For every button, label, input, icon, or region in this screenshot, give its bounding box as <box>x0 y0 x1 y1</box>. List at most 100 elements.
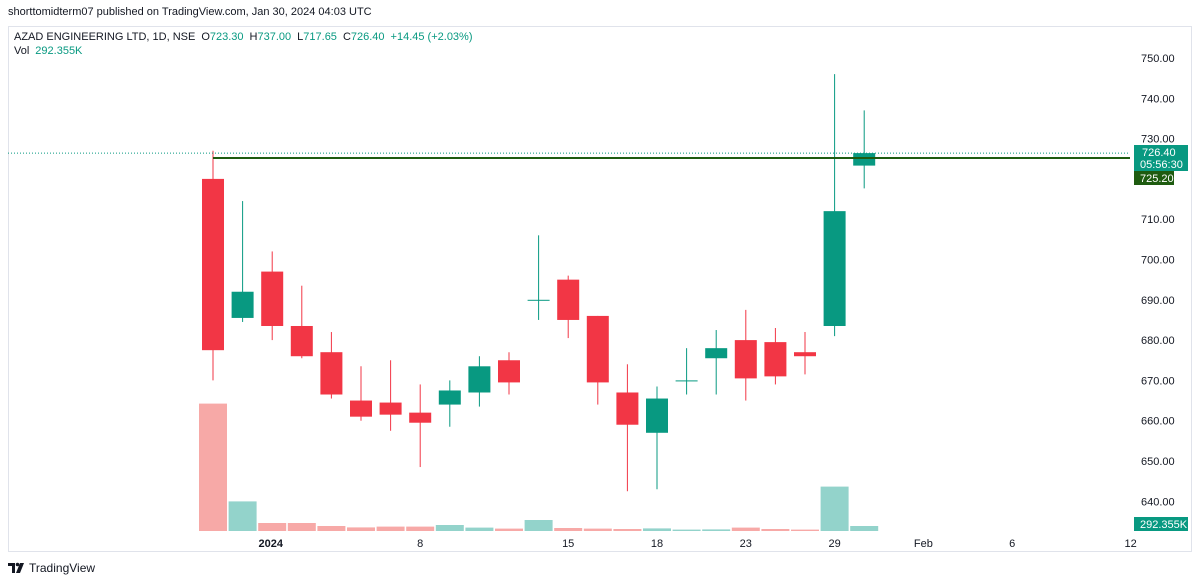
price-axis-tick: 640.00 <box>1141 496 1175 508</box>
volume-bar <box>702 529 731 531</box>
tradingview-logo-icon <box>8 562 24 573</box>
volume-bar <box>554 528 583 531</box>
volume-bar <box>761 529 790 531</box>
candle-body <box>320 352 343 395</box>
price-axis-tick: 710.00 <box>1141 214 1175 226</box>
chart-frame[interactable] <box>8 26 1192 552</box>
volume-bar <box>228 501 257 531</box>
volume-bar <box>643 528 671 531</box>
high-value: 737.00 <box>257 31 292 43</box>
volume-bar <box>672 529 701 531</box>
high-label: H <box>249 31 258 43</box>
close-label: C <box>342 31 351 43</box>
candle-body <box>290 325 313 357</box>
price-axis-tick: 680.00 <box>1141 335 1175 347</box>
publish-caption: shorttomidterm07 published on TradingVie… <box>8 6 372 18</box>
volume-bar <box>317 526 346 531</box>
volume-bar <box>524 520 553 531</box>
candle-body <box>586 315 609 383</box>
candle-body <box>468 366 491 393</box>
time-axis-tick: 29 <box>828 538 840 550</box>
volume-bar <box>465 527 494 531</box>
price-tags: 726.40 05:56:30 725.20 292.355K <box>1134 145 1188 531</box>
time-axis-tick: Feb <box>914 538 933 550</box>
candle-body <box>794 352 816 357</box>
volume-bar <box>258 523 287 531</box>
time-axis-tick: 12 <box>1124 538 1136 550</box>
candle-body <box>379 402 402 415</box>
candle-body <box>498 360 520 383</box>
low-value: 717.65 <box>303 31 337 43</box>
volume-bar <box>287 523 316 531</box>
last-price-tag-bg <box>1134 145 1188 171</box>
volume-value: 292.355K <box>35 45 83 57</box>
low-label: L <box>297 31 304 43</box>
volume-bar <box>347 527 375 531</box>
hline-price-tag-bg <box>1134 171 1174 185</box>
price-axis-tick: 730.00 <box>1141 134 1175 146</box>
price-axis-tick: 670.00 <box>1141 375 1175 387</box>
symbol-label[interactable]: AZAD ENGINEERING LTD, 1D, NSE <box>14 31 196 43</box>
price-axis-tick: 740.00 <box>1141 93 1175 105</box>
time-axis[interactable]: 2024 8 15 18 23 29 Feb 6 12 <box>258 538 1136 550</box>
candle-body <box>409 412 432 423</box>
volume-bar <box>583 528 612 531</box>
volume-bars <box>199 403 879 531</box>
candle-body <box>705 348 728 359</box>
candle-body <box>438 390 461 405</box>
volume-row: Vol 292.355K <box>14 44 473 58</box>
last-price-tag: 726.40 <box>1142 147 1176 159</box>
candle-body <box>261 271 284 326</box>
price-axis-tick: 660.00 <box>1141 416 1175 428</box>
volume-bar <box>435 525 464 531</box>
volume-bar <box>495 528 523 531</box>
ohlc-row: AZAD ENGINEERING LTD, 1D, NSE O723.30 H737… <box>14 30 473 44</box>
close-value: 726.40 <box>350 31 385 43</box>
candle-wicks <box>212 74 865 492</box>
hline-price-tag: 725.20 <box>1140 173 1174 185</box>
price-axis[interactable]: 640.00 650.00 660.00 670.00 680.00 690.00 700.… <box>1141 53 1175 508</box>
candle-body <box>764 342 787 377</box>
candle-body <box>823 211 846 326</box>
price-axis-tick: 750.00 <box>1141 53 1175 65</box>
time-axis-tick: 6 <box>1009 538 1015 550</box>
volume-bar <box>406 526 435 531</box>
volume-bar <box>820 486 849 531</box>
countdown-tag: 05:56:30 <box>1140 159 1183 171</box>
price-axis-tick: 690.00 <box>1141 295 1175 307</box>
candle-body <box>527 299 550 301</box>
volume-bar <box>376 526 405 531</box>
candle-body <box>231 291 254 318</box>
candle-bodies <box>202 153 876 433</box>
volume-tag: 292.355K <box>1140 519 1188 531</box>
candle-body <box>557 279 580 320</box>
price-axis-tick: 650.00 <box>1141 456 1175 468</box>
candle-body <box>734 340 757 379</box>
time-axis-tick: 15 <box>562 538 574 550</box>
price-lines <box>8 152 1130 159</box>
volume-tag-bg <box>1134 517 1188 531</box>
volume-bar <box>613 529 642 531</box>
price-axis-tick: 700.00 <box>1141 255 1175 267</box>
candle-body <box>646 398 668 433</box>
time-axis-tick: 8 <box>417 538 423 550</box>
volume-label[interactable]: Vol <box>14 45 30 57</box>
change-value: +14.45 (+2.03%) <box>390 31 473 43</box>
candle-body <box>853 153 876 166</box>
candle-body <box>616 392 639 425</box>
volume-bar <box>850 526 879 531</box>
footer-brand-label: TradingView <box>29 561 96 575</box>
chart-legend: AZAD ENGINEERING LTD, 1D, NSE O723.30 H737… <box>14 30 473 58</box>
candle-body <box>350 400 372 417</box>
volume-bar <box>731 527 760 531</box>
volume-bar <box>791 529 819 531</box>
footer-branding[interactable]: TradingView <box>8 561 95 575</box>
open-value: 723.30 <box>209 31 244 43</box>
time-axis-tick: 2024 <box>258 538 283 550</box>
candle-body <box>675 380 698 382</box>
time-axis-tick: 23 <box>740 538 752 550</box>
volume-bar <box>199 403 227 531</box>
open-label: O <box>201 31 210 43</box>
candle-body <box>202 178 224 351</box>
